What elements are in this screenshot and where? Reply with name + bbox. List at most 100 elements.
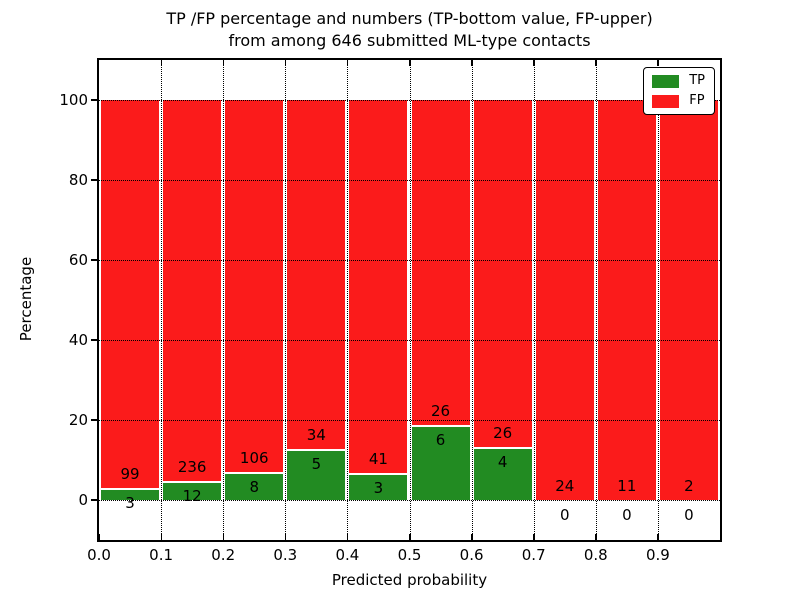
- y-tick-mark: [91, 99, 98, 101]
- x-tick-mark-top: [657, 60, 659, 66]
- axis-ticks-layer: [98, 60, 720, 540]
- tp-bar: [411, 425, 470, 500]
- gridline-vertical: [285, 60, 287, 540]
- legend-item-tp: TP: [652, 74, 705, 88]
- y-tick-label: 40: [68, 330, 88, 349]
- x-tick-mark-top: [533, 60, 535, 66]
- x-axis-label: Predicted probability: [331, 571, 488, 589]
- tp-bar: [287, 448, 346, 500]
- gridline-vertical: [347, 60, 349, 540]
- bar-labels-layer: 99 3 236 12 106 8 34 5 41 3 26 6 26 4 24 0 11 0 2 0: [99, 60, 720, 540]
- x-tick-label: 0.1: [149, 546, 174, 564]
- gridline-horizontal: [99, 500, 720, 501]
- fp-count-label: 11: [617, 477, 637, 495]
- chart-title-line2: from among 646 submitted ML-type contact…: [228, 31, 591, 50]
- gridline-horizontal: [99, 340, 720, 341]
- x-tick-label: 0.5: [397, 546, 422, 564]
- x-tick-label: 0.8: [583, 546, 608, 564]
- fp-count-label: 236: [177, 457, 207, 476]
- y-tick-mark: [91, 339, 98, 341]
- x-tick-mark: [595, 534, 597, 540]
- gridline-vertical: [471, 60, 473, 540]
- x-tick-mark-top: [222, 60, 225, 66]
- x-tick-mark: [222, 534, 225, 540]
- tp-count-label: 4: [497, 452, 508, 471]
- tp-count-label: 3: [125, 494, 135, 513]
- x-tick-label: 0.6: [459, 546, 484, 564]
- x-tick-label: 0.7: [521, 546, 546, 564]
- gridline-vertical: [657, 60, 659, 540]
- gridline-vertical: [595, 60, 597, 540]
- gridline-vertical: [409, 60, 411, 540]
- legend-item-fp: FP: [652, 94, 705, 108]
- tp-count-label: 6: [435, 431, 446, 449]
- y-tick-label: 100: [59, 90, 88, 109]
- fp-bar: [535, 100, 594, 500]
- y-tick-mark: [91, 259, 98, 261]
- x-tick-mark-top: [409, 60, 411, 66]
- fp-bar: [411, 100, 470, 425]
- tp-count-label: 8: [249, 477, 260, 496]
- tp-color-swatch: [652, 74, 680, 88]
- x-tick-mark: [409, 534, 411, 540]
- fp-count-label: 99: [120, 465, 140, 484]
- x-tick-mark: [471, 534, 473, 540]
- x-tick-label: 0.3: [273, 546, 298, 564]
- x-tick-mark-top: [284, 60, 287, 66]
- y-tick-label: 20: [68, 410, 88, 429]
- fp-count-label: 2: [684, 477, 694, 495]
- x-tick-label: 0.9: [645, 546, 670, 564]
- tp-bar: [101, 488, 160, 500]
- fp-bar: [287, 100, 346, 449]
- x-tick-mark: [160, 534, 163, 540]
- x-tick-mark: [533, 534, 535, 540]
- fp-count-label: 34: [306, 425, 326, 444]
- tp-count-label: 12: [182, 486, 202, 505]
- fp-color-swatch: [652, 94, 680, 108]
- fp-count-label: 26: [431, 402, 451, 420]
- tp-bar: [473, 446, 532, 500]
- tp-count-label: 5: [311, 454, 322, 473]
- fp-bar: [473, 100, 532, 447]
- legend: TP FP: [643, 67, 715, 115]
- tp-count-label: 0: [684, 506, 694, 524]
- tp-bar: [349, 472, 408, 500]
- x-tick-mark-top: [471, 60, 473, 66]
- fp-bar: [597, 100, 656, 500]
- fp-count-label: 26: [493, 423, 513, 442]
- tp-count-label: 0: [622, 506, 632, 524]
- bars-layer: [99, 60, 720, 540]
- fp-bar: [349, 100, 408, 473]
- chart-title: TP /FP percentage and numbers (TP-bottom…: [99, 8, 720, 52]
- x-tick-label: 0.4: [335, 546, 360, 564]
- fp-bar: [225, 100, 284, 472]
- fp-count-label: 24: [555, 477, 575, 495]
- y-tick-label: 60: [68, 250, 88, 269]
- y-tick-mark: [91, 179, 98, 181]
- gridline-horizontal: [99, 100, 720, 101]
- x-tick-mark: [657, 534, 659, 540]
- x-tick-mark-top: [595, 60, 597, 66]
- fp-count-label: 41: [368, 449, 388, 468]
- x-tick-label: 0.0: [87, 546, 111, 564]
- gridline-vertical: [223, 60, 225, 540]
- tp-bar: [225, 471, 284, 500]
- fp-bar: [659, 100, 718, 500]
- tp-bar: [163, 480, 222, 500]
- chart-title-line1: TP /FP percentage and numbers (TP-bottom…: [166, 9, 653, 28]
- plot-area: 99 3 236 12 106 8 34 5 41 3 26 6 26 4 24 0 11 0 2 0 TP FP: [97, 58, 722, 542]
- gridline-horizontal: [99, 260, 720, 261]
- y-tick-label: 0: [78, 490, 88, 509]
- legend-label-fp: FP: [689, 93, 705, 108]
- fp-bar: [163, 100, 222, 481]
- grid-layer: [99, 60, 720, 540]
- tp-count-label: 0: [559, 506, 570, 524]
- fp-count-label: 106: [239, 448, 269, 467]
- x-tick-label: 0.2: [211, 546, 236, 564]
- y-tick-mark: [91, 419, 98, 421]
- x-tick-mark: [346, 534, 349, 540]
- gridline-horizontal: [99, 180, 720, 181]
- y-tick-mark: [91, 499, 98, 501]
- gridline-vertical: [533, 60, 535, 540]
